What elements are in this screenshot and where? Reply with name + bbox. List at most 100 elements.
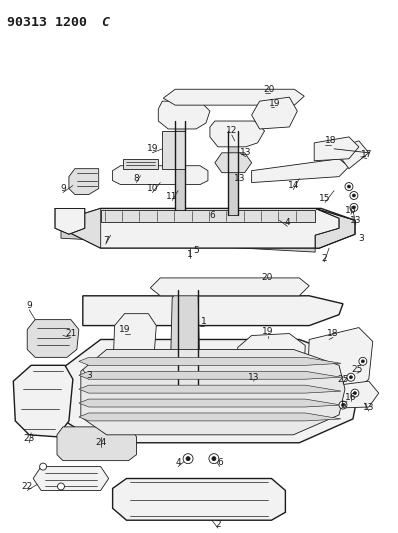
Circle shape — [347, 185, 350, 188]
Polygon shape — [69, 208, 355, 248]
Text: 6: 6 — [217, 458, 223, 467]
Text: 5: 5 — [193, 246, 199, 255]
Text: 19: 19 — [119, 325, 130, 334]
Polygon shape — [162, 131, 185, 168]
Polygon shape — [252, 159, 349, 183]
Text: 7: 7 — [103, 236, 109, 245]
Text: 19: 19 — [146, 144, 158, 154]
Text: 22: 22 — [21, 482, 33, 491]
Text: 11: 11 — [166, 192, 178, 201]
Polygon shape — [113, 166, 208, 184]
Polygon shape — [314, 137, 359, 161]
Polygon shape — [61, 340, 359, 443]
Text: 19: 19 — [262, 327, 273, 336]
Circle shape — [353, 392, 356, 394]
Polygon shape — [113, 313, 156, 385]
Polygon shape — [170, 290, 200, 389]
Circle shape — [350, 191, 358, 199]
Text: 9: 9 — [26, 301, 32, 310]
Text: 90313 1200: 90313 1200 — [7, 16, 87, 29]
Polygon shape — [13, 365, 73, 437]
Polygon shape — [79, 399, 341, 407]
Text: 2: 2 — [321, 254, 327, 263]
Circle shape — [341, 403, 345, 407]
Polygon shape — [215, 153, 252, 173]
Polygon shape — [79, 357, 341, 365]
Circle shape — [347, 373, 355, 381]
Polygon shape — [69, 168, 99, 195]
Polygon shape — [210, 121, 265, 147]
Polygon shape — [27, 320, 79, 357]
Text: 1: 1 — [187, 249, 193, 259]
Circle shape — [350, 204, 358, 212]
Polygon shape — [254, 367, 299, 389]
Text: 13: 13 — [350, 216, 362, 225]
Text: 20: 20 — [264, 85, 275, 94]
Circle shape — [209, 454, 219, 464]
Circle shape — [345, 183, 353, 190]
Text: 6: 6 — [209, 211, 215, 220]
Polygon shape — [79, 372, 341, 379]
Circle shape — [351, 389, 359, 397]
Text: 25: 25 — [337, 375, 349, 384]
Text: 12: 12 — [226, 126, 238, 135]
Polygon shape — [83, 296, 343, 326]
Polygon shape — [61, 228, 315, 252]
Circle shape — [359, 357, 367, 365]
Circle shape — [57, 483, 64, 490]
Text: 20: 20 — [262, 273, 273, 282]
Text: 14: 14 — [288, 181, 299, 190]
Text: 5: 5 — [340, 400, 346, 409]
Polygon shape — [55, 208, 85, 234]
Text: 8: 8 — [134, 174, 139, 183]
Circle shape — [352, 194, 355, 197]
Text: 16: 16 — [345, 393, 357, 401]
Polygon shape — [33, 466, 109, 490]
Text: 13: 13 — [363, 402, 375, 411]
Polygon shape — [150, 278, 309, 296]
Text: 3: 3 — [86, 371, 92, 379]
Polygon shape — [334, 141, 369, 168]
Text: 13: 13 — [240, 148, 252, 157]
Circle shape — [352, 206, 355, 209]
Polygon shape — [57, 427, 137, 461]
Text: 13: 13 — [234, 174, 246, 183]
Text: 13: 13 — [248, 373, 259, 382]
Text: 9: 9 — [60, 184, 66, 193]
Text: 21: 21 — [65, 329, 76, 338]
Polygon shape — [123, 159, 158, 168]
Text: 3: 3 — [358, 233, 364, 243]
Text: 19: 19 — [269, 99, 280, 108]
Text: 15: 15 — [319, 194, 331, 203]
Polygon shape — [79, 385, 341, 393]
Circle shape — [212, 457, 216, 461]
Polygon shape — [158, 101, 210, 129]
Text: 18: 18 — [325, 136, 337, 146]
Circle shape — [339, 401, 347, 409]
Polygon shape — [79, 413, 341, 421]
Circle shape — [361, 360, 364, 363]
Text: C: C — [101, 16, 109, 29]
Text: 18: 18 — [327, 329, 339, 338]
Circle shape — [349, 376, 352, 379]
Text: 4: 4 — [285, 218, 290, 227]
Circle shape — [186, 457, 190, 461]
Text: 4: 4 — [176, 458, 181, 467]
Polygon shape — [113, 479, 285, 520]
Polygon shape — [163, 89, 304, 105]
Polygon shape — [81, 350, 345, 435]
Circle shape — [40, 463, 47, 470]
Text: 10: 10 — [146, 184, 158, 193]
Polygon shape — [238, 334, 305, 397]
Polygon shape — [307, 381, 379, 409]
Polygon shape — [69, 208, 101, 248]
Polygon shape — [175, 121, 185, 211]
Polygon shape — [252, 97, 297, 129]
Text: 23: 23 — [23, 434, 35, 443]
Text: 16: 16 — [345, 206, 357, 215]
Polygon shape — [307, 328, 373, 389]
Polygon shape — [101, 211, 315, 222]
Circle shape — [183, 454, 193, 464]
Polygon shape — [228, 131, 238, 215]
Text: 25: 25 — [351, 365, 363, 374]
